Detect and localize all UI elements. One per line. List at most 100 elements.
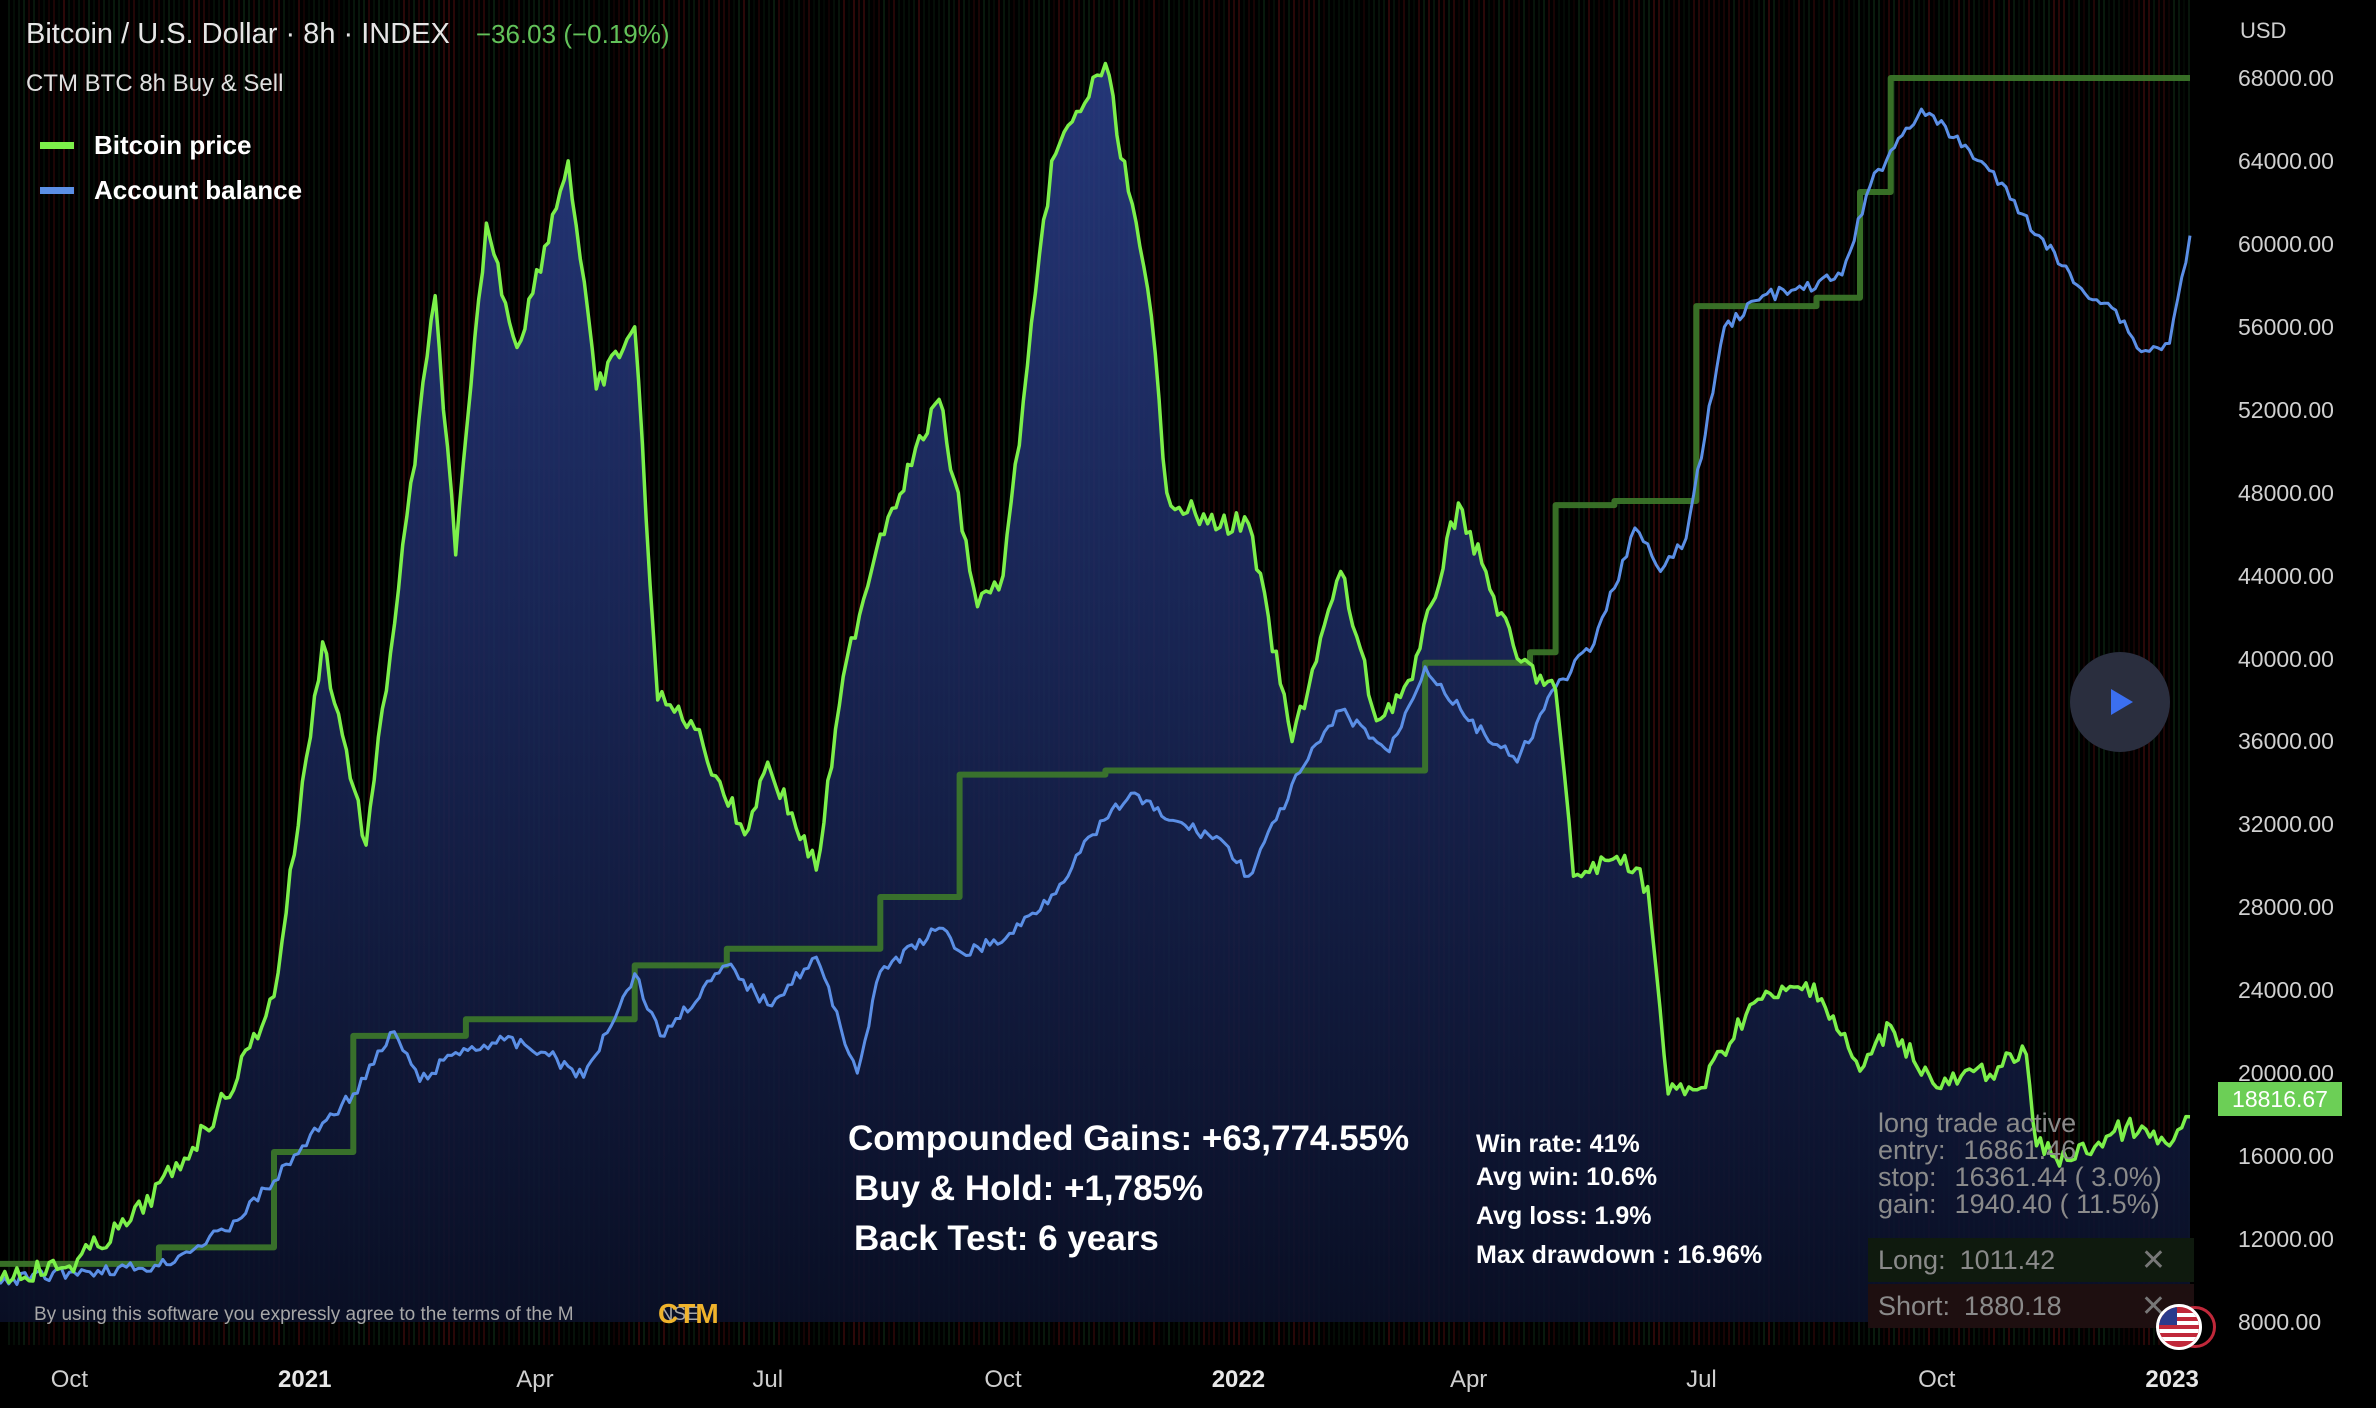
signal-stripe [808, 0, 810, 1345]
signal-stripe [1848, 0, 1850, 1345]
y-tick-label: 36000.00 [2238, 728, 2334, 755]
signal-stripe [763, 0, 765, 1345]
signal-stripe [293, 0, 295, 1345]
signal-stripe [1573, 0, 1575, 1345]
disclaimer: By using this software you expressly agr… [34, 1304, 699, 1326]
signal-stripe [263, 0, 265, 1345]
signal-stripe [128, 0, 130, 1345]
signal-stripe [373, 0, 375, 1345]
disclaimer-tail: NSE [659, 1304, 699, 1325]
signal-stripe [213, 0, 215, 1345]
signal-stripe [1653, 0, 1655, 1345]
signal-stripe [2183, 0, 2185, 1345]
signal-stripe [688, 0, 690, 1345]
signal-stripe [8, 0, 10, 1345]
signal-stripe [723, 0, 725, 1345]
y-tick-label: 32000.00 [2238, 811, 2334, 838]
signal-stripe [1868, 0, 1870, 1345]
signal-stripe [208, 0, 210, 1345]
series-peak-equity-line [0, 75, 2190, 1267]
signal-stripe [1903, 0, 1905, 1345]
signal-stripe [2163, 0, 2165, 1345]
avg-loss: Avg loss: 1.9% [1476, 1202, 1652, 1230]
avg-win: Avg win: 10.6% [1476, 1163, 1658, 1191]
legend-item-account-balance: Account balance [40, 175, 302, 206]
signal-stripe [1893, 0, 1895, 1345]
signal-stripe [1388, 0, 1390, 1345]
signal-stripe [1838, 0, 1840, 1345]
signal-stripe [218, 0, 220, 1345]
signal-stripe [2073, 0, 2075, 1345]
signal-stripe [823, 0, 825, 1345]
legend-label: Account balance [94, 175, 303, 205]
signal-stripe [2068, 0, 2070, 1345]
signal-stripe [2013, 0, 2015, 1345]
signal-stripe [313, 0, 315, 1345]
signal-stripe [1308, 0, 1310, 1345]
signal-stripe [1658, 0, 1660, 1345]
signal-stripe [1758, 0, 1760, 1345]
signal-stripe [673, 0, 675, 1345]
y-tick-label: 60000.00 [2238, 230, 2334, 257]
signal-stripe [658, 0, 660, 1345]
performance-stats: Compounded Gains: +63,774.55% Buy & Hold… [848, 1114, 1409, 1264]
signal-stripe [1748, 0, 1750, 1345]
signal-stripe [253, 0, 255, 1345]
signal-stripe [1708, 0, 1710, 1345]
y-tick-label: 24000.00 [2238, 977, 2334, 1004]
us-flag-icon[interactable] [2156, 1304, 2202, 1350]
currency-label: USD [2240, 18, 2287, 43]
signal-stripe [2188, 0, 2190, 1345]
signal-stripe [1773, 0, 1775, 1345]
signal-stripe [143, 0, 145, 1345]
signal-stripe [1973, 0, 1975, 1345]
signal-stripe [838, 0, 840, 1345]
play-button[interactable] [2070, 652, 2170, 752]
signal-stripe [1753, 0, 1755, 1345]
signal-stripe [743, 0, 745, 1345]
signal-stripe [248, 0, 250, 1345]
signal-stripe [693, 0, 695, 1345]
signal-stripe [783, 0, 785, 1345]
series-bitcoin-price-line [0, 61, 2191, 1285]
trade-stats: Win rate: 41% Avg win: 10.6% Avg loss: 1… [1476, 1126, 1762, 1274]
signal-stripe [1398, 0, 1400, 1345]
signal-stripe [203, 0, 205, 1345]
signal-stripe [1983, 0, 1985, 1345]
signal-stripe [1858, 0, 1860, 1345]
signal-stripe [1588, 0, 1590, 1345]
short-label: Short: [1878, 1290, 1951, 1321]
signal-stripe [2043, 0, 2045, 1345]
signal-stripe [1698, 0, 1700, 1345]
signal-stripe [1933, 0, 1935, 1345]
close-long-icon[interactable]: ✕ [2140, 1243, 2166, 1277]
y-tick-label: 20000.00 [2238, 1060, 2334, 1087]
signal-stripe [13, 0, 15, 1345]
signal-stripe [283, 0, 285, 1345]
legend-swatch [40, 142, 74, 149]
signal-stripe [2178, 0, 2180, 1345]
signal-stripe [2063, 0, 2065, 1345]
signal-stripe [233, 0, 235, 1345]
last-price-badge: 18816.67 [2218, 1082, 2342, 1116]
signal-stripe [1303, 0, 1305, 1345]
signal-stripe [1608, 0, 1610, 1345]
signal-stripe [1833, 0, 1835, 1345]
signal-stripe [1873, 0, 1875, 1345]
y-tick-label: 8000.00 [2238, 1309, 2322, 1335]
signal-stripe [1618, 0, 1620, 1345]
entry-label: entry: [1878, 1135, 1946, 1165]
signal-stripe [1818, 0, 1820, 1345]
price-area-fill [0, 63, 2190, 1322]
x-tick-label: 2023 [2145, 1366, 2199, 1393]
long-label: Long: [1878, 1244, 1946, 1275]
signal-stripe [63, 0, 65, 1345]
compounded-gains: Compounded Gains: +63,774.55% [848, 1119, 1410, 1158]
x-tick-label: Apr [516, 1366, 554, 1393]
signal-stripe [1623, 0, 1625, 1345]
signal-stripe [1853, 0, 1855, 1345]
signal-stripe [28, 0, 30, 1345]
signal-stripe [133, 0, 135, 1345]
signal-stripe [38, 0, 40, 1345]
